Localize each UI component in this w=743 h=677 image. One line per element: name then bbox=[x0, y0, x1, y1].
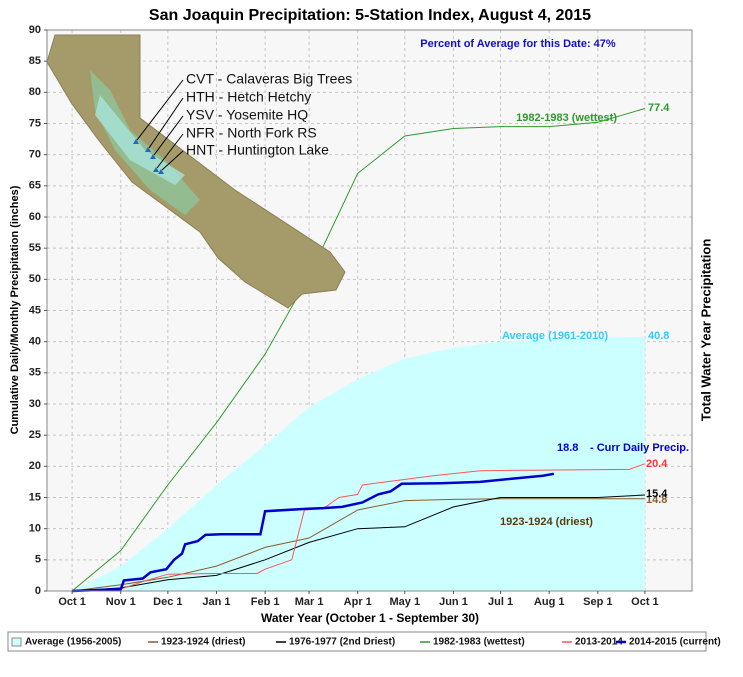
series-layer bbox=[71, 108, 646, 593]
y-tick-label: 5 bbox=[35, 554, 41, 566]
legend-label: 2013-2014 bbox=[575, 637, 623, 648]
chart-title: San Joaquin Precipitation: 5-Station Ind… bbox=[149, 7, 591, 24]
x-tick-label: Sep 1 bbox=[583, 596, 612, 608]
y-tick-label: 65 bbox=[29, 180, 41, 192]
y-tick-label: 35 bbox=[29, 367, 41, 379]
basin bbox=[95, 95, 185, 185]
x-tick-label: Dec 1 bbox=[153, 596, 182, 608]
series-label: - Curr Daily Precip. bbox=[590, 442, 689, 454]
y-tick-label: 20 bbox=[29, 460, 41, 472]
end-value-label: 15.4 bbox=[646, 488, 668, 500]
station-markers bbox=[133, 139, 164, 174]
legend-label: 1923-1924 (driest) bbox=[161, 637, 246, 648]
x-tick-label: Feb 1 bbox=[251, 596, 280, 608]
y-tick-label: 85 bbox=[29, 55, 41, 67]
line bbox=[72, 494, 645, 592]
station-label: HTH - Hetch Hetchy bbox=[186, 89, 311, 105]
y-tick-label: 15 bbox=[29, 491, 41, 503]
leader bbox=[153, 115, 184, 156]
x-tick-label: Nov 1 bbox=[106, 596, 136, 608]
x-tick-label: Aug 1 bbox=[534, 596, 565, 608]
x-tick-label: Oct 1 bbox=[58, 596, 86, 608]
x-tick-label: Jan 1 bbox=[202, 596, 230, 608]
y-tick-label: 75 bbox=[29, 117, 41, 129]
legend bbox=[7, 631, 707, 652]
station-label: YSV - Yosemite HQ bbox=[186, 107, 308, 123]
x-tick-label: Mar 1 bbox=[295, 596, 324, 608]
area bbox=[72, 336, 645, 591]
series-label: 1982-1983 (wettest) bbox=[516, 112, 617, 124]
y2-axis-label: Total Water Year Precipitation bbox=[698, 239, 713, 422]
x-tick-label: Oct 1 bbox=[631, 596, 659, 608]
y-tick-label: 80 bbox=[29, 86, 41, 98]
end-value-label: 77.4 bbox=[648, 102, 670, 114]
legend-swatch bbox=[11, 637, 22, 647]
leader bbox=[156, 133, 184, 169]
end-value-label: 40.8 bbox=[648, 330, 669, 342]
leader bbox=[136, 79, 184, 141]
legend-label: 1982-1983 (wettest) bbox=[433, 637, 525, 648]
y-tick-label: 50 bbox=[29, 273, 41, 285]
legend-label: Average (1956-2005) bbox=[25, 637, 121, 648]
y-tick-label: 25 bbox=[29, 429, 41, 441]
series-label: Average (1961-2010) bbox=[502, 330, 608, 342]
x-tick-label: Jul 1 bbox=[488, 596, 513, 608]
y-tick-label: 90 bbox=[29, 24, 41, 36]
y-tick-label: 70 bbox=[29, 149, 41, 161]
subtitle: Percent of Average for this Date: 47% bbox=[420, 38, 616, 50]
end-value-label: 14.8 bbox=[646, 494, 667, 506]
y-tick-label: 45 bbox=[29, 304, 41, 316]
line bbox=[72, 498, 645, 592]
line bbox=[72, 472, 555, 593]
y-axis-label: Cumulative Daily/Monthly Precipitation (… bbox=[9, 185, 21, 434]
y-tick-label: 0 bbox=[35, 585, 41, 597]
y-tick-label: 60 bbox=[29, 211, 41, 223]
leader bbox=[161, 150, 184, 171]
station bbox=[145, 147, 151, 152]
x-tick-label: Apr 1 bbox=[344, 596, 372, 608]
x-tick-label: May 1 bbox=[390, 596, 421, 608]
station bbox=[158, 169, 164, 174]
station-label: HNT - Huntington Lake bbox=[186, 142, 329, 158]
x-tick-label: Jun 1 bbox=[439, 596, 468, 608]
station-label: CVT - Calaveras Big Trees bbox=[186, 71, 352, 87]
california-map bbox=[46, 34, 346, 309]
station bbox=[153, 167, 159, 172]
legend-label: 1976-1977 (2nd Driest) bbox=[289, 637, 395, 648]
x-axis-label: Water Year (October 1 - September 30) bbox=[261, 611, 479, 625]
y-tick-label: 30 bbox=[29, 398, 41, 410]
station-label: NFR - North Fork RS bbox=[186, 125, 317, 141]
leader bbox=[148, 97, 184, 149]
series-label: 1923-1924 (driest) bbox=[500, 516, 593, 528]
line bbox=[71, 108, 646, 592]
station bbox=[150, 154, 156, 159]
station bbox=[133, 139, 139, 144]
legend-items: Average (1956-2005) 1923-1924 (driest) 197… bbox=[11, 637, 721, 648]
legend-label: 2014-2015 (current) bbox=[629, 637, 721, 648]
end-value-label: 20.4 bbox=[646, 458, 668, 470]
y-tick-label: 55 bbox=[29, 242, 41, 254]
state-shape bbox=[46, 34, 346, 309]
y-tick-label: 40 bbox=[29, 336, 41, 348]
end-value-label: 18.8 bbox=[557, 442, 578, 454]
leader-lines bbox=[136, 79, 184, 171]
y-tick-label: 10 bbox=[29, 523, 41, 535]
